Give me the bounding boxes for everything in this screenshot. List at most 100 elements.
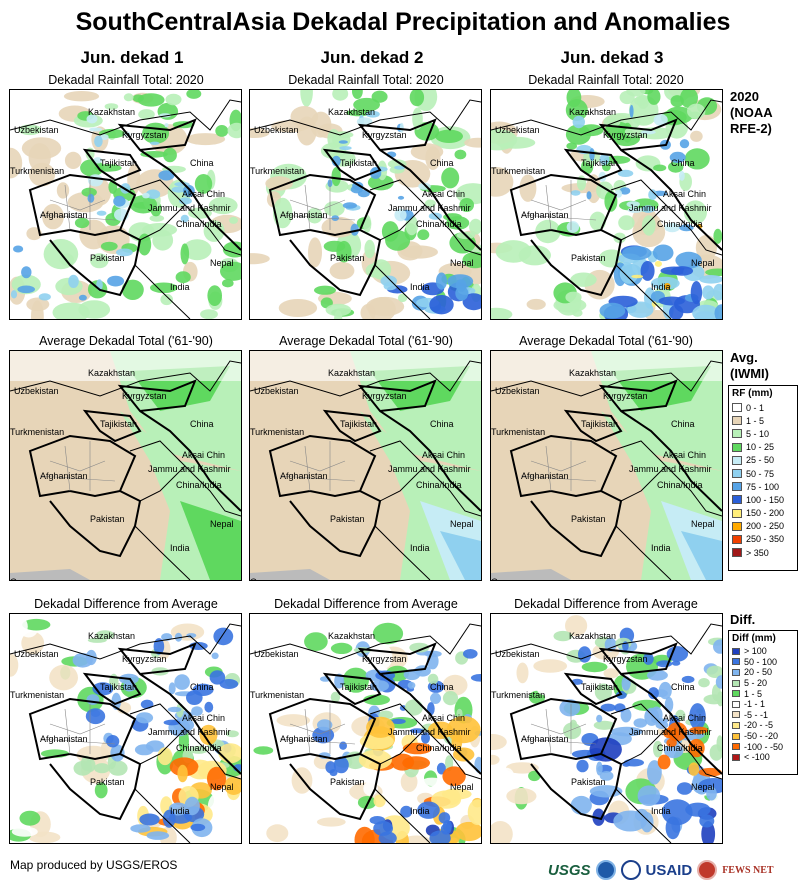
map-label: Tajikistan [581,682,618,692]
fews-net-logo[interactable]: FEWS NET [722,864,774,876]
map-avg-dekad-3: Kazakhstan Uzbekistan Kyrgyzstan Tajikistan… [490,350,723,581]
legend-swatch [732,700,740,708]
legend-item: 75 - 100 [732,480,794,493]
legend-item: 50 - 100 [732,657,794,668]
map-rfe-dekad-2: Kazakhstan Uzbekistan Kyrgyzstan Tajikistan… [249,89,482,320]
legend-swatch [732,482,742,492]
legend-item: 0 - 1 [732,401,794,414]
map-label: Afghanistan [280,471,328,481]
legend-item: 10 - 25 [732,441,794,454]
credit-text: Map produced by USGS/EROS [10,858,178,872]
legend-swatch [732,548,742,558]
column-title-dekad-3: Jun. dekad 3 [560,48,664,67]
legend-item: -20 - -5 [732,720,794,731]
map-label: Jammu and Kashmir [148,203,231,213]
map-title: Dekadal Rainfall Total: 2020 [288,73,444,87]
map-label: Kazakhstan [328,107,375,117]
map-label: Jammu and Kashmir [629,464,712,474]
map-title: Dekadal Difference from Average [34,597,218,611]
map-label: Pakistan [330,514,365,524]
legend-item: 20 - 50 [732,667,794,678]
legend-item: 1 - 5 [732,414,794,427]
legend-swatch [732,647,740,655]
legend-rainfall: RF (mm) 0 - 1 1 - 5 5 - 10 10 - 25 25 - 50 50… [728,385,798,571]
map-label: Aksai Chin [663,713,706,723]
legend-label: 150 - 200 [746,508,785,519]
legend-label: 50 - 75 [746,468,775,479]
legend-item: > 350 [732,546,794,559]
map-label: India [410,282,430,292]
legend-label: -50 - -20 [744,731,779,742]
logo-strip: USGS USAID FEWS NET [548,857,774,883]
map-label: Nepal [691,258,715,268]
legend-item: 5 - 10 [732,427,794,440]
map-label: Turkmenistan [491,690,545,700]
legend-swatch [732,732,740,740]
map-label: Aksai Chin [182,450,225,460]
map-label: Uzbekistan [495,125,540,135]
map-label: China [190,419,214,429]
legend-item: 5 - 20 [732,678,794,689]
map-title: Average Dekadal Total ('61-'90) [519,334,693,348]
legend-swatch [732,753,740,761]
map-label: Kazakhstan [328,368,375,378]
map-label: Afghanistan [521,210,569,220]
map-label: Afghanistan [40,210,88,220]
map-label: Kazakhstan [328,631,375,641]
noaa-logo-icon[interactable] [595,860,616,880]
legend-item: 200 - 250 [732,520,794,533]
legend-label: -20 - -5 [744,720,774,731]
side-label-line: 2020 [730,89,759,104]
map-label: China [430,419,454,429]
map-label: China [430,158,454,168]
map-label: China/India [657,480,703,490]
map-label: Kyrgyzstan [603,130,648,140]
legend-item: 250 - 350 [732,533,794,546]
legend-item: 100 - 150 [732,493,794,506]
map-label: Uzbekistan [254,386,299,396]
map-label: Turkmenistan [491,427,545,437]
side-label-line: Diff. [730,612,756,627]
map-label: India [651,282,671,292]
map-label: Nepal [450,519,474,529]
map-label: India [170,282,190,292]
map-diff-dekad-2: Kazakhstan Uzbekistan Kyrgyzstan Tajikistan… [249,613,482,844]
map-label: Kazakhstan [569,368,616,378]
map-label: Tajikistan [581,158,618,168]
map-label: Nepal [210,258,234,268]
map-label: China [671,158,695,168]
map-label: Tajikistan [581,419,618,429]
map-label: China [671,419,695,429]
map-label: Jammu and Kashmir [388,203,471,213]
legend-difference: Diff (mm) > 100 50 - 100 20 - 50 5 - 20 1 - … [728,630,798,775]
legend-swatch [732,679,740,687]
map-label: Turkmenistan [491,166,545,176]
map-label: Jammu and Kashmir [148,464,231,474]
map-label: Kyrgyzstan [122,391,167,401]
map-label: Pakistan [571,253,606,263]
map-avg-dekad-1: Kazakhstan Uzbekistan Kyrgyzstan Tajikistan… [9,350,242,581]
map-label: Tajikistan [100,419,137,429]
map-label: Nepal [210,782,234,792]
map-label: Kyrgyzstan [122,130,167,140]
legend-label: -5 - -1 [744,709,769,720]
map-label: Pakistan [90,514,125,524]
page-title: SouthCentralAsia Dekadal Precipitation a… [75,8,731,36]
map-label: India [170,543,190,553]
map-label: Turkmenistan [10,166,64,176]
legend-item: 150 - 200 [732,507,794,520]
usaid-logo[interactable]: USAID [645,861,693,879]
usgs-logo[interactable]: USGS [548,861,591,879]
legend-label: 10 - 25 [746,442,775,453]
legend-item: 50 - 75 [732,467,794,480]
legend-swatch [732,508,742,518]
map-label: Tajikistan [340,419,377,429]
map-title: Dekadal Difference from Average [274,597,458,611]
legend-label: 0 - 1 [746,402,765,413]
legend-item: > 100 [732,646,794,657]
map-label: Kyrgyzstan [362,391,407,401]
side-label-avg: Avg. (IWMI) [730,350,769,382]
map-label: Turkmenistan [250,690,304,700]
legend-label: -100 - -50 [744,741,784,752]
map-label: Pakistan [330,253,365,263]
